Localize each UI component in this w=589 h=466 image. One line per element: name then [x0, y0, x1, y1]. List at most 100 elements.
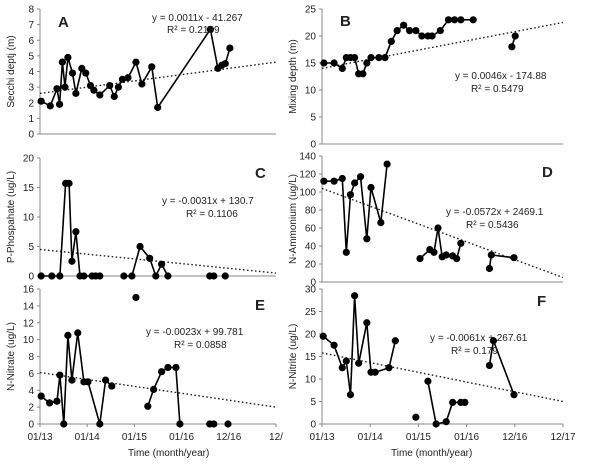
- data-point-f: [412, 413, 420, 421]
- y-tick-label-f: 20: [305, 330, 317, 341]
- y-tick-label-c: 20: [23, 154, 35, 165]
- y-tick-label-f: 30: [305, 285, 317, 296]
- data-point-f: [330, 341, 338, 349]
- data-point-d: [367, 183, 375, 192]
- y-tick-label-d: 60: [305, 224, 317, 235]
- data-point-a: [82, 69, 90, 77]
- data-point-f: [355, 359, 363, 367]
- x-tick-label-e: 01/13: [27, 432, 52, 443]
- data-point-b: [387, 37, 395, 46]
- data-point-a: [132, 58, 140, 66]
- x-tick-label-e: 01/14: [75, 432, 100, 443]
- x-tick-label-f: 01/13: [309, 432, 334, 443]
- trend-line-b: [321, 21, 564, 70]
- data-point-a: [221, 60, 229, 68]
- data-point-e: [102, 376, 110, 384]
- data-point-e: [45, 399, 54, 407]
- panel-label-b: B: [340, 13, 351, 30]
- y-tick-label-b: 25: [305, 5, 317, 16]
- data-point-b: [444, 16, 453, 24]
- y-tick-label-c: 0: [28, 272, 34, 283]
- y-tick-label-e: 12: [23, 318, 35, 329]
- data-point-d: [346, 191, 355, 199]
- data-point-c: [37, 272, 45, 280]
- data-point-d: [356, 173, 365, 181]
- data-point-e: [53, 397, 61, 405]
- data-point-e: [37, 392, 45, 400]
- y-tick-label-f: 15: [305, 352, 317, 363]
- data-point-b: [367, 54, 375, 62]
- y-tick-label-e: 4: [28, 386, 34, 397]
- data-point-b: [511, 32, 519, 40]
- data-point-b: [330, 59, 338, 67]
- trend-equation-c: y = -0.0031x + 130.7: [162, 196, 254, 207]
- data-point-a: [37, 97, 45, 105]
- data-point-f: [489, 337, 498, 345]
- data-point-b: [400, 21, 408, 29]
- y-tick-label-a: 2: [28, 98, 34, 109]
- x-tick-label-f: 01/16: [454, 432, 479, 443]
- y-tick-label-d: 140: [299, 152, 316, 163]
- y-tick-label-b: 20: [305, 32, 317, 43]
- panel-label-c: C: [255, 165, 266, 182]
- y-tick-label-d: 0: [310, 278, 316, 289]
- data-point-c: [56, 272, 64, 280]
- y-tick-label-a: 1: [28, 114, 34, 125]
- data-point-a: [226, 44, 234, 52]
- y-axis-title-f: N-Nitrite (ug/L): [288, 324, 299, 390]
- y-tick-label-e: 14: [23, 301, 35, 312]
- y-axis-title-e: N-Nitrate (ug/L): [6, 322, 17, 391]
- data-point-f: [342, 357, 350, 365]
- data-point-b: [363, 59, 371, 67]
- data-point-f: [510, 391, 518, 399]
- trend-equation-e: y = -0.0023x + 99.781: [146, 327, 244, 338]
- data-point-c: [210, 272, 218, 280]
- x-tick-label-e: 01/16: [169, 432, 194, 443]
- panel-label-e: E: [255, 297, 265, 314]
- data-point-c: [72, 228, 80, 236]
- data-point-a: [90, 86, 98, 94]
- panel-label-d: D: [542, 164, 553, 181]
- data-point-b: [412, 27, 420, 35]
- data-point-f: [485, 361, 494, 370]
- y-tick-label-c: 15: [23, 183, 35, 194]
- trend-line-d: [321, 187, 564, 279]
- data-point-a: [64, 53, 72, 62]
- data-point-e: [84, 378, 92, 386]
- data-point-f: [338, 364, 346, 372]
- data-point-e: [60, 420, 68, 428]
- y-tick-label-d: 120: [299, 170, 316, 181]
- y-tick-label-e: 16: [23, 285, 35, 296]
- data-point-d: [377, 219, 385, 227]
- x-tick-label-f: 12/16: [502, 432, 527, 443]
- data-point-b: [375, 54, 383, 62]
- data-point-f: [442, 418, 450, 426]
- data-point-f: [346, 391, 355, 399]
- data-point-d: [320, 177, 328, 185]
- y-tick-label-b: 15: [305, 59, 317, 70]
- x-axis-label-left: Time (month/year): [128, 448, 210, 459]
- data-point-b: [457, 16, 465, 24]
- y-tick-label-c: 5: [28, 242, 34, 253]
- data-point-b: [508, 43, 516, 51]
- x-tick-label-f: 12/17: [550, 432, 575, 443]
- data-point-b: [405, 27, 414, 35]
- data-point-d: [485, 264, 494, 273]
- data-point-b: [338, 64, 346, 72]
- data-point-f: [351, 292, 359, 300]
- x-tick-label-e: 01/15: [122, 432, 147, 443]
- data-point-c: [65, 179, 73, 187]
- trend-equation-b: y = 0.0046x - 174.88: [455, 71, 547, 82]
- y-tick-label-a: 0: [28, 130, 34, 141]
- data-point-d: [351, 179, 359, 187]
- y-tick-label-d: 100: [299, 188, 316, 199]
- series-line-a: [40, 27, 223, 110]
- data-point-b: [418, 32, 426, 40]
- trend-r2-c: R² = 0.1106: [186, 209, 238, 220]
- data-point-c: [146, 254, 154, 262]
- data-point-f: [449, 398, 457, 406]
- data-point-c: [120, 272, 128, 280]
- y-tick-label-e: 8: [28, 352, 34, 363]
- data-point-a: [53, 85, 61, 93]
- data-point-b: [469, 16, 477, 24]
